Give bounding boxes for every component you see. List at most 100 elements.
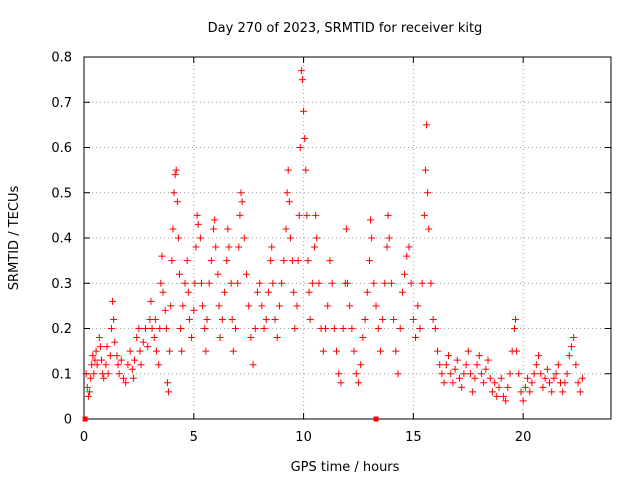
data-point: [370, 279, 378, 287]
data-point: [197, 279, 205, 287]
data-point: [258, 302, 266, 310]
data-point: [95, 334, 103, 342]
data-point: [330, 325, 338, 332]
data-point: [122, 379, 130, 387]
y-tick-label: 0.3: [51, 277, 72, 292]
data-point: [521, 383, 529, 391]
data-point: [215, 302, 223, 310]
data-point: [92, 347, 100, 355]
data-point: [238, 198, 246, 206]
data-point: [216, 334, 224, 342]
data-point: [442, 361, 450, 369]
data-point: [171, 171, 179, 179]
data-point: [268, 243, 276, 251]
data-point: [384, 211, 392, 219]
data-point: [181, 279, 189, 287]
data-point: [561, 379, 569, 387]
data-point: [131, 356, 139, 364]
data-point: [235, 243, 243, 251]
data-point: [211, 216, 219, 224]
data-point: [337, 379, 345, 387]
data-point: [354, 379, 362, 387]
data-point: [421, 166, 429, 174]
data-point: [486, 374, 494, 382]
data-point: [271, 315, 279, 323]
data-point: [177, 325, 185, 332]
data-point: [147, 297, 155, 305]
data-point: [124, 361, 132, 369]
data-point: [537, 370, 545, 378]
data-point: [424, 189, 432, 197]
data-point: [283, 189, 291, 197]
data-point: [185, 315, 193, 323]
data-point: [409, 315, 417, 323]
data-point: [117, 356, 125, 364]
data-point: [326, 257, 334, 265]
data-point: [174, 234, 182, 242]
data-point: [218, 315, 226, 323]
data-point: [168, 257, 176, 265]
data-point: [539, 383, 547, 391]
chart-title: Day 270 of 2023, SRMTID for receiver kit…: [208, 21, 483, 36]
data-point: [363, 288, 371, 296]
data-point: [440, 379, 448, 387]
data-point: [227, 279, 235, 287]
data-point: [344, 279, 351, 287]
data-point: [285, 198, 293, 206]
data-point: [495, 383, 503, 391]
data-point: [293, 302, 301, 310]
data-point: [100, 374, 108, 382]
data-point: [346, 302, 354, 310]
data-point: [161, 306, 169, 314]
x-tick-label: 15: [405, 430, 422, 445]
data-point: [493, 392, 501, 400]
data-point: [253, 288, 261, 296]
data-point: [453, 356, 461, 364]
data-point: [381, 279, 389, 287]
data-point: [278, 279, 286, 287]
data-point: [357, 361, 365, 369]
data-point: [148, 325, 156, 332]
data-point: [425, 225, 433, 233]
data-point: [188, 334, 196, 342]
data-point: [201, 325, 209, 332]
data-point: [251, 325, 259, 332]
axis-ticks: 0 0.1 0.2 0.3 0.4 0.5 0.6 0.7 0.8 0 5 10 15 20: [51, 51, 611, 445]
data-point: [541, 374, 549, 382]
data-point: [312, 211, 320, 219]
data-point: [445, 352, 453, 360]
data-point: [93, 361, 101, 369]
data-point: [214, 270, 222, 278]
data-point: [120, 374, 128, 382]
data-point: [103, 343, 111, 351]
data-point: [113, 352, 121, 360]
data-point: [221, 288, 229, 296]
y-tick-label: 0.4: [51, 232, 72, 247]
data-point: [365, 257, 373, 265]
data-point: [510, 325, 518, 332]
data-point: [519, 397, 527, 405]
data-point: [284, 166, 292, 174]
data-point: [109, 297, 117, 305]
data-point: [205, 279, 213, 287]
data-point: [234, 279, 242, 287]
y-tick-label: 0.5: [51, 186, 72, 201]
data-point: [303, 211, 311, 219]
data-point: [224, 225, 232, 233]
data-point: [296, 144, 304, 151]
data-point: [460, 370, 468, 378]
data-point: [223, 257, 231, 265]
data-point: [225, 243, 233, 251]
data-point: [554, 361, 562, 369]
data-point: [183, 257, 191, 265]
data-point: [302, 166, 310, 174]
data-point: [144, 343, 152, 351]
data-point: [322, 325, 330, 332]
data-point: [290, 288, 298, 296]
data-point: [550, 374, 558, 382]
x-tick-label: 5: [190, 430, 198, 445]
data-point: [401, 270, 409, 278]
data-point: [416, 325, 424, 332]
data-point: [420, 211, 428, 219]
data-point: [137, 361, 145, 369]
